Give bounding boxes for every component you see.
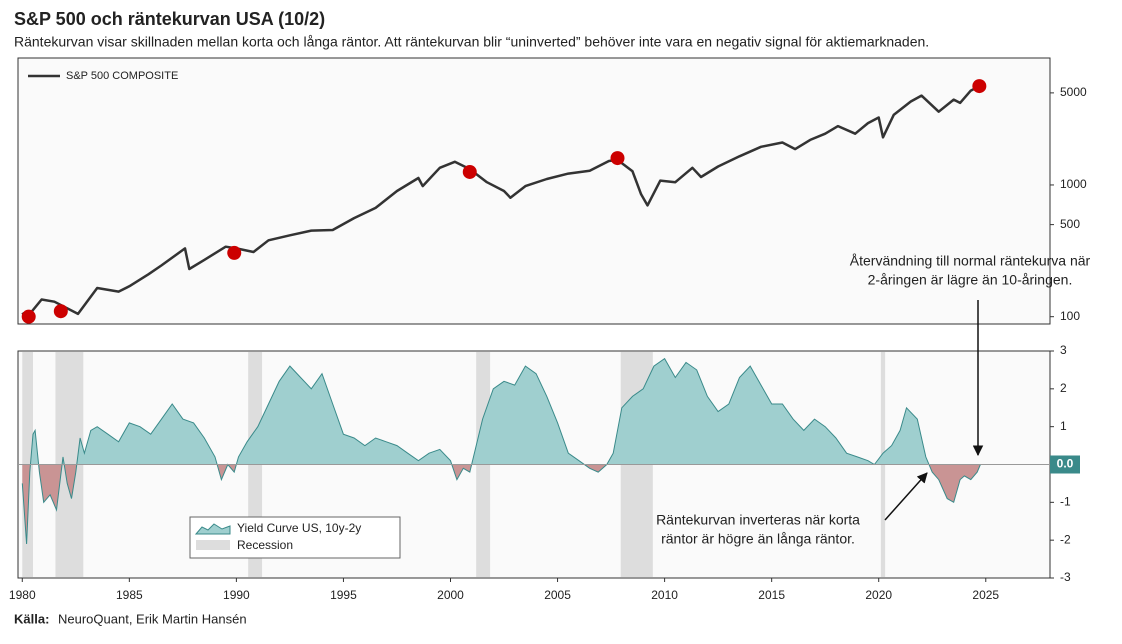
- x-tick-label: 2015: [758, 588, 785, 602]
- x-tick-label: 1980: [9, 588, 36, 602]
- area-line: [21, 357, 981, 545]
- source: NeuroQuant, Erik Martin Hansén: [58, 611, 247, 626]
- subtitle: Räntekurvan visar skillnaden mellan kort…: [14, 34, 929, 50]
- y-tick-label: 2: [1060, 381, 1067, 395]
- x-tick-label: 1985: [116, 588, 143, 602]
- annotation: Räntekurvan inverteras när korta: [656, 512, 860, 528]
- legend-swatch: [196, 540, 230, 550]
- x-tick-label: 1990: [223, 588, 250, 602]
- legend-label: Recession: [237, 538, 293, 552]
- x-tick-label: 2025: [972, 588, 999, 602]
- title: S&P 500 och räntekurvan USA (10/2): [14, 9, 325, 29]
- x-tick-label: 2005: [544, 588, 571, 602]
- arrow: [884, 472, 928, 521]
- marker: [227, 245, 242, 260]
- y-tick-label: 1000: [1060, 177, 1087, 191]
- top-panel: [17, 57, 1051, 325]
- x-tick-label: 2020: [865, 588, 892, 602]
- legend-label: S&P 500 COMPOSITE: [66, 70, 178, 82]
- legend-label: Yield Curve US, 10y-2y: [237, 521, 361, 535]
- y-tick-label: 100: [1060, 309, 1080, 323]
- plot-layer: 100 500 1000 5000 S&P 500 COMPOSITE Återvändn…: [9, 70, 1091, 602]
- legend-box: [189, 516, 401, 559]
- area-positive: [22, 358, 981, 465]
- y-tick-label: -3: [1060, 570, 1071, 584]
- y-tick-label: 1: [1060, 419, 1067, 433]
- annotation: 2-åringen är lägre än 10-åringen.: [868, 272, 1073, 288]
- marker: [21, 309, 36, 324]
- y-tick-label: 3: [1060, 343, 1067, 357]
- y-tick-label: 500: [1060, 217, 1080, 231]
- legend-swatch: [194, 523, 231, 535]
- marker: [610, 151, 625, 166]
- current-value-label: 0.0: [1057, 457, 1074, 471]
- current-value-box: [1050, 455, 1080, 474]
- x-tick-label: 2010: [651, 588, 678, 602]
- annotation: Återvändning till normal räntekurva när: [850, 253, 1091, 269]
- line: [21, 86, 978, 320]
- marker: [972, 79, 987, 94]
- x-tick-label: 1995: [330, 588, 357, 602]
- marker: [462, 164, 477, 179]
- y-tick-label: -1: [1060, 495, 1071, 509]
- marker: [53, 304, 68, 319]
- x-tick-label: 2000: [437, 588, 464, 602]
- annotation: räntor är högre än långa räntor.: [661, 531, 855, 547]
- source-label: Källa:: [14, 611, 49, 626]
- y-tick-label: -2: [1060, 532, 1071, 546]
- y-tick-label: 5000: [1060, 85, 1087, 99]
